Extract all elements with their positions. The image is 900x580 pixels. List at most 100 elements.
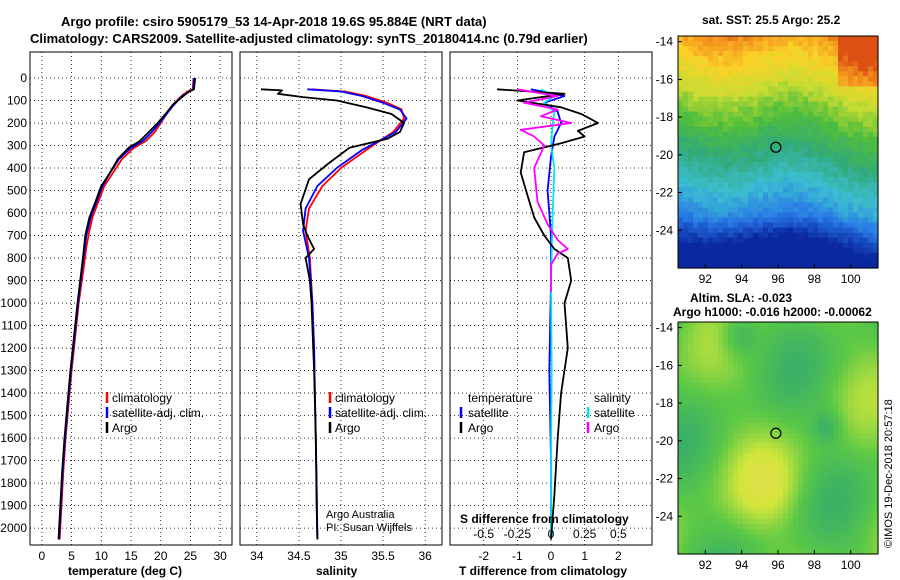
map-cell	[873, 172, 879, 178]
map-cell	[678, 473, 684, 479]
map-y-tick-label: -14	[656, 321, 674, 335]
map-cell	[813, 493, 819, 500]
map-cell	[688, 448, 694, 454]
map-cell	[788, 498, 794, 505]
map-cell	[718, 453, 724, 459]
map-cell	[708, 207, 714, 214]
map-cell	[683, 146, 689, 153]
map-cell	[803, 493, 809, 500]
map-cell	[773, 533, 779, 540]
map-cell	[818, 177, 824, 183]
map-cell	[868, 187, 874, 193]
map-cell	[783, 432, 789, 439]
map-cell	[778, 227, 784, 234]
map-cell	[853, 126, 859, 133]
map-cell	[753, 337, 759, 343]
map-cell	[813, 397, 819, 404]
map-cell	[678, 136, 684, 143]
map-cell	[863, 342, 869, 348]
map-cell	[758, 422, 764, 429]
map-cell	[818, 197, 824, 204]
map-cell	[778, 327, 784, 333]
map-cell	[868, 96, 874, 103]
map-cell	[868, 533, 874, 540]
map-cell	[698, 357, 704, 363]
map-cell	[798, 81, 804, 88]
map-cell	[813, 232, 819, 239]
map-cell	[743, 533, 749, 540]
map-cell	[743, 56, 749, 62]
map-cell	[728, 227, 734, 234]
map-cell	[713, 362, 719, 368]
map-cell	[838, 227, 844, 234]
map-cell	[793, 237, 799, 244]
map-cell	[748, 407, 754, 414]
map-cell	[728, 468, 734, 474]
map-cell	[683, 262, 689, 269]
map-cell	[808, 513, 814, 520]
map-cell	[783, 237, 789, 244]
depth-tick-label: 0	[20, 71, 27, 85]
map-cell	[858, 126, 864, 133]
map-cell	[818, 91, 824, 98]
map-cell	[733, 427, 739, 434]
map-cell	[703, 498, 709, 505]
map-cell	[848, 217, 854, 224]
map-cell	[808, 202, 814, 209]
map-cell	[873, 207, 879, 214]
map-cell	[858, 111, 864, 118]
credit-text: ©IMOS 19-Dec-2018 20:57:18	[883, 399, 895, 548]
map-cell	[823, 478, 829, 484]
map-cell	[708, 131, 714, 138]
map-cell	[818, 101, 824, 108]
map-cell	[873, 337, 879, 343]
map-cell	[873, 212, 879, 219]
map-cell	[703, 448, 709, 454]
map-cell	[868, 422, 874, 429]
map-cell	[758, 453, 764, 459]
map-cell	[788, 372, 794, 379]
map-cell	[848, 337, 854, 343]
map-cell	[808, 392, 814, 399]
map-cell	[768, 538, 774, 545]
map-cell	[863, 422, 869, 429]
map-cell	[838, 402, 844, 409]
map-cell	[828, 523, 834, 530]
map-cell	[873, 101, 879, 108]
map-cell	[818, 227, 824, 234]
map-cell	[868, 528, 874, 535]
map-cell	[703, 377, 709, 384]
map-cell	[843, 432, 849, 439]
map-cell	[823, 247, 829, 254]
map-cell	[838, 106, 844, 113]
map-cell	[818, 528, 824, 535]
map-cell	[788, 157, 794, 163]
map-cell	[833, 397, 839, 404]
map-cell	[693, 387, 699, 394]
map-cell	[723, 116, 729, 123]
map-cell	[723, 443, 729, 449]
map-cell	[838, 86, 844, 93]
map-cell	[753, 116, 759, 123]
map-cell	[728, 372, 734, 379]
map-cell	[688, 518, 694, 525]
map-cell	[763, 152, 769, 158]
map-cell	[678, 337, 684, 343]
map-cell	[843, 146, 849, 153]
map-cell	[743, 513, 749, 520]
map-cell	[868, 157, 874, 163]
map-cell	[753, 427, 759, 434]
map-cell	[678, 36, 684, 42]
map-cell	[868, 152, 874, 158]
map-cell	[823, 377, 829, 384]
map-cell	[678, 121, 684, 128]
map-cell	[848, 488, 854, 495]
map-cell	[763, 146, 769, 153]
map-cell	[833, 478, 839, 484]
map-cell	[748, 432, 754, 439]
map-cell	[698, 262, 704, 269]
map-cell	[818, 172, 824, 178]
map-cell	[683, 71, 689, 77]
map-cell	[753, 513, 759, 520]
map-cell	[813, 327, 819, 333]
